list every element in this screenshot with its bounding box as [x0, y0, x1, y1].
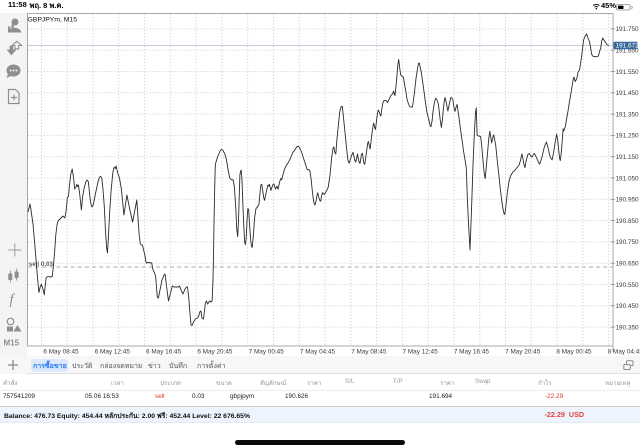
svg-text:190.450: 190.450 — [616, 303, 640, 310]
svg-text:191.650: 191.650 — [616, 48, 640, 55]
svg-text:191.350: 191.350 — [616, 111, 640, 118]
svg-text:7 May 12:45: 7 May 12:45 — [403, 349, 439, 356]
svg-text:191.250: 191.250 — [616, 133, 640, 140]
svg-text:191.550: 191.550 — [616, 69, 640, 76]
svg-text:8 May 00:45: 8 May 00:45 — [556, 349, 592, 356]
svg-text:190.550: 190.550 — [616, 282, 640, 289]
svg-text:190.950: 190.950 — [616, 197, 640, 204]
svg-text:7 May 00:45: 7 May 00:45 — [249, 349, 285, 356]
svg-text:191.050: 191.050 — [616, 175, 640, 182]
svg-text:190.650: 190.650 — [616, 261, 640, 268]
svg-text:GBPJPYm, M15: GBPJPYm, M15 — [28, 17, 78, 24]
svg-text:8 May 04:45: 8 May 04:45 — [608, 349, 640, 356]
svg-text:191.750: 191.750 — [616, 26, 640, 33]
svg-text:7 May 16:45: 7 May 16:45 — [454, 349, 490, 356]
svg-text:7 May 20:45: 7 May 20:45 — [505, 349, 541, 356]
svg-text:f: f — [10, 292, 16, 308]
svg-text:6 May 12:45: 6 May 12:45 — [95, 349, 131, 356]
svg-text:190.350: 190.350 — [616, 324, 640, 331]
svg-text:6 May 20:45: 6 May 20:45 — [197, 349, 233, 356]
svg-text:191.450: 191.450 — [616, 90, 640, 97]
svg-text:sell 0.03: sell 0.03 — [29, 261, 54, 268]
svg-text:190.750: 190.750 — [616, 239, 640, 246]
svg-text:7 May 08:45: 7 May 08:45 — [351, 349, 387, 356]
svg-text:190.850: 190.850 — [616, 218, 640, 225]
svg-text:6 May 16:45: 6 May 16:45 — [146, 349, 182, 356]
svg-text:191.672: 191.672 — [616, 43, 640, 50]
svg-text:M15: M15 — [4, 339, 20, 348]
svg-text:7 May 04:45: 7 May 04:45 — [300, 349, 336, 356]
svg-text:191.150: 191.150 — [616, 154, 640, 161]
svg-text:6 May 08:45: 6 May 08:45 — [43, 349, 79, 356]
